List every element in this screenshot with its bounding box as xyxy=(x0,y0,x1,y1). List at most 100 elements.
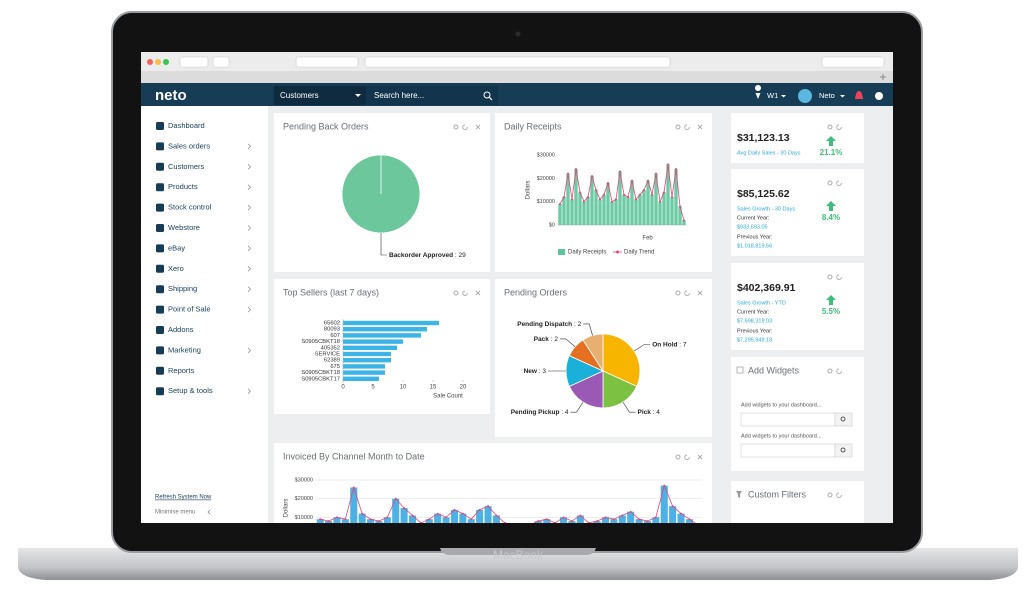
settings-icon[interactable] xyxy=(453,290,459,296)
close-icon[interactable] xyxy=(475,124,481,130)
bar xyxy=(638,194,642,225)
user-name[interactable]: Neto xyxy=(819,91,835,100)
y-tick-label: S0905CBKT18 xyxy=(301,339,340,345)
close-icon[interactable] xyxy=(475,290,481,296)
settings-icon[interactable] xyxy=(675,290,681,296)
search-scope-label[interactable]: Customers xyxy=(280,91,319,100)
bar xyxy=(367,519,375,523)
trend-arrow xyxy=(826,295,836,305)
refresh-link[interactable]: Refresh System Now xyxy=(155,495,212,501)
bar xyxy=(574,169,578,225)
widget-search-button[interactable] xyxy=(834,412,853,427)
logo[interactable]: neto xyxy=(155,87,187,104)
bar xyxy=(400,508,408,523)
label-value: 4 xyxy=(565,409,569,416)
label-separator: : xyxy=(549,336,554,343)
window-close[interactable] xyxy=(147,59,153,65)
widget xyxy=(731,481,864,523)
bar xyxy=(343,333,421,338)
trend-point xyxy=(621,514,624,517)
legend-label: Daily Receipts xyxy=(568,250,606,256)
refresh-icon[interactable] xyxy=(684,124,690,131)
search-icon[interactable] xyxy=(483,91,491,99)
trend-point xyxy=(567,172,569,175)
settings-icon[interactable] xyxy=(827,492,833,498)
trend-point xyxy=(445,516,448,519)
nav-item[interactable]: Webstore xyxy=(168,223,200,232)
close-icon[interactable] xyxy=(697,124,703,130)
kpi-change: 5.5% xyxy=(822,307,840,316)
nav-item[interactable]: Sales orders xyxy=(168,141,210,150)
notifications[interactable] xyxy=(855,91,863,99)
nav-item[interactable]: Reports xyxy=(168,366,195,375)
trend-point xyxy=(403,507,406,509)
refresh-icon[interactable] xyxy=(462,290,468,297)
location-icon[interactable] xyxy=(755,85,762,99)
new-tab[interactable] xyxy=(880,74,886,80)
trend-point xyxy=(615,198,617,201)
nav-item[interactable]: eBay xyxy=(168,243,185,252)
settings-icon[interactable] xyxy=(675,124,681,130)
trend-point xyxy=(361,512,364,515)
refresh-icon[interactable] xyxy=(836,180,842,187)
warehouse[interactable]: W1 xyxy=(767,91,778,100)
widget-search-button[interactable] xyxy=(834,443,853,458)
nav-item[interactable]: Dashboard xyxy=(168,121,205,130)
trend-point xyxy=(643,189,645,191)
data-label: On Hold : 7 xyxy=(652,341,687,348)
refresh-icon[interactable] xyxy=(836,274,842,281)
search-box[interactable] xyxy=(366,86,498,105)
widget-search-input[interactable] xyxy=(740,412,836,427)
trend-point xyxy=(639,193,641,196)
nav-item[interactable]: Shipping xyxy=(168,284,197,293)
address-bar[interactable] xyxy=(364,56,671,68)
x-tick-label: 20 xyxy=(460,385,467,391)
nav-item[interactable]: Point of Sale xyxy=(168,305,211,314)
avatar[interactable] xyxy=(798,89,812,103)
window-zoom[interactable] xyxy=(163,59,169,65)
nav-item[interactable]: Xero xyxy=(168,264,184,273)
settings-icon[interactable] xyxy=(453,124,459,130)
close-icon[interactable] xyxy=(697,454,703,460)
nav-icon xyxy=(156,183,164,192)
nav-item[interactable]: Products xyxy=(168,182,198,191)
search-scope[interactable] xyxy=(274,86,366,105)
minimise-menu[interactable]: Minimise menu xyxy=(155,510,195,516)
nav-item[interactable]: Marketing xyxy=(168,345,201,354)
refresh-icon[interactable] xyxy=(462,124,468,131)
share-buttons[interactable] xyxy=(821,56,885,68)
settings-icon[interactable] xyxy=(827,274,833,280)
nav-chevron xyxy=(247,286,251,292)
refresh-icon[interactable] xyxy=(684,454,690,461)
nav-item[interactable]: Addons xyxy=(168,325,194,334)
bar xyxy=(343,320,439,326)
settings-icon[interactable] xyxy=(827,368,833,374)
refresh-icon[interactable] xyxy=(836,124,842,131)
nav-item[interactable]: Setup & tools xyxy=(168,386,213,395)
y-tick-label: $30000 xyxy=(295,477,313,483)
trend-arrow xyxy=(826,201,836,211)
search-placeholder[interactable]: Search here... xyxy=(374,91,424,100)
bar xyxy=(626,197,630,225)
refresh-icon[interactable] xyxy=(836,368,842,375)
widget-search-input[interactable] xyxy=(740,443,836,458)
settings-icon[interactable] xyxy=(675,454,681,460)
nav-buttons[interactable] xyxy=(179,56,209,68)
settings-icon[interactable] xyxy=(827,124,833,130)
nav-item[interactable]: Customers xyxy=(168,162,205,171)
help[interactable] xyxy=(875,92,883,100)
refresh-icon[interactable] xyxy=(684,290,690,297)
trend-point xyxy=(335,516,338,519)
toolbar-buttons[interactable] xyxy=(295,56,359,68)
nav-icon xyxy=(156,203,164,212)
trend-point xyxy=(411,514,414,517)
nav-item[interactable]: Stock control xyxy=(168,203,212,212)
bar xyxy=(467,519,475,523)
close-icon[interactable] xyxy=(697,290,703,296)
sidebar-button[interactable] xyxy=(212,56,230,68)
y-tick-label: 80093 xyxy=(324,327,340,333)
settings-icon[interactable] xyxy=(827,180,833,186)
window-minimise[interactable] xyxy=(155,59,161,65)
kpi-previous: $7,295,949.18 xyxy=(737,337,772,343)
refresh-icon[interactable] xyxy=(836,492,842,499)
